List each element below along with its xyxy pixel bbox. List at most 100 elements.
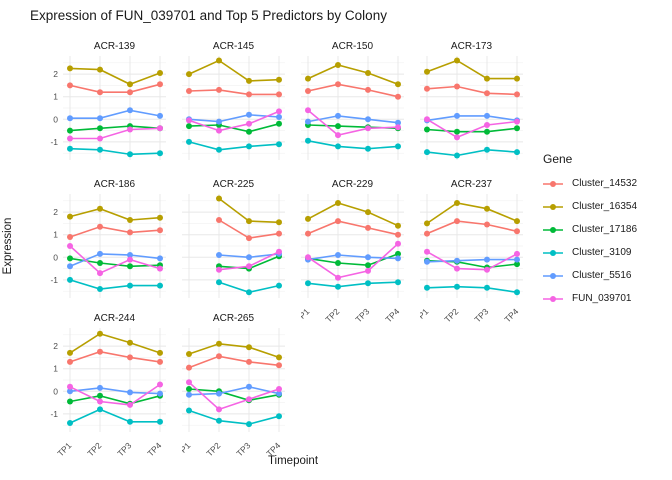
y-tick-label: -1 bbox=[50, 409, 58, 419]
series-point bbox=[365, 224, 371, 231]
series-point bbox=[67, 388, 73, 395]
series-point bbox=[186, 138, 192, 145]
series-point bbox=[305, 215, 311, 222]
series-point bbox=[97, 260, 103, 266]
y-tick-label: 2 bbox=[53, 341, 58, 351]
y-tick-label: -1 bbox=[50, 275, 58, 285]
series-point bbox=[186, 364, 192, 371]
series-point bbox=[454, 265, 460, 272]
series-point bbox=[127, 107, 133, 114]
series-point bbox=[216, 127, 222, 134]
series-Cluster_3109 bbox=[67, 406, 163, 426]
series-point bbox=[67, 349, 73, 356]
series-line bbox=[69, 67, 161, 86]
facet-ACR-145: ACR-145 bbox=[182, 40, 285, 169]
series-point bbox=[216, 266, 222, 273]
series-line bbox=[69, 332, 161, 354]
facet-label: ACR-265 bbox=[212, 313, 255, 324]
series-point bbox=[127, 401, 133, 408]
series-point bbox=[157, 265, 163, 272]
series-line bbox=[69, 125, 161, 132]
series-point bbox=[276, 141, 282, 148]
series-FUN_039701 bbox=[216, 248, 282, 273]
series-point bbox=[484, 221, 490, 228]
series-Cluster_16354 bbox=[305, 200, 401, 229]
series-point bbox=[127, 339, 133, 346]
legend-key-point bbox=[550, 203, 556, 210]
x-tick-label: TP1 bbox=[182, 440, 193, 458]
series-line bbox=[188, 113, 280, 123]
series-point bbox=[276, 354, 282, 361]
series-line bbox=[69, 207, 161, 221]
y-axis-title: Expression bbox=[2, 217, 14, 275]
series-line bbox=[188, 89, 279, 96]
series-point bbox=[157, 227, 163, 234]
y-tick-label: 0 bbox=[53, 386, 58, 396]
series-point bbox=[305, 230, 311, 237]
series-Cluster_3109 bbox=[305, 279, 401, 290]
legend-key-icon bbox=[543, 180, 563, 187]
series-point bbox=[454, 112, 460, 119]
series-point bbox=[97, 398, 103, 405]
series-point bbox=[157, 255, 163, 262]
legend-key-icon bbox=[543, 295, 563, 302]
legend-entries: Cluster_14532 Cluster_16354 Cluster_17186 C… bbox=[543, 177, 671, 305]
series-point bbox=[67, 420, 73, 426]
series-point bbox=[454, 128, 460, 135]
series-point bbox=[216, 279, 222, 286]
series-point bbox=[186, 88, 192, 94]
legend-entry-Cluster_14532: Cluster_14532 bbox=[543, 177, 671, 190]
series-Cluster_14532 bbox=[67, 348, 163, 365]
facet-label: ACR-229 bbox=[331, 179, 374, 190]
series-point bbox=[276, 413, 282, 420]
series-point bbox=[335, 200, 341, 206]
series-point bbox=[157, 381, 163, 388]
series-point bbox=[514, 289, 520, 296]
series-point bbox=[127, 282, 133, 289]
series-line bbox=[188, 141, 280, 151]
series-point bbox=[424, 85, 430, 92]
series-point bbox=[424, 68, 430, 75]
x-axis-title: Timepoint bbox=[267, 455, 319, 467]
series-Cluster_14532 bbox=[305, 81, 401, 100]
y-tick-label: 1 bbox=[53, 364, 58, 374]
facet-panel: 2 1 0 -1 bbox=[50, 56, 166, 160]
series-line bbox=[307, 253, 399, 267]
series-point bbox=[67, 135, 73, 142]
legend: Gene Cluster_14532 Cluster_16354 Cluster_1… bbox=[543, 152, 671, 315]
series-point bbox=[127, 89, 133, 96]
series-point bbox=[395, 222, 401, 229]
series-point bbox=[365, 116, 371, 123]
series-point bbox=[395, 119, 401, 126]
series-point bbox=[97, 348, 103, 355]
x-tick-label: TP3 bbox=[115, 440, 133, 458]
facet-ACR-229: ACR-229 TP1 TP2 TP3 TP4 bbox=[293, 178, 404, 341]
series-point bbox=[157, 214, 163, 221]
series-point bbox=[424, 126, 430, 133]
series-line bbox=[307, 220, 399, 236]
series-line bbox=[69, 387, 161, 395]
facet-panel bbox=[301, 56, 404, 160]
legend-entry-label: Cluster_14532 bbox=[572, 178, 638, 189]
series-point bbox=[454, 57, 460, 64]
series-line bbox=[426, 285, 518, 294]
series-point bbox=[395, 279, 401, 286]
series-point bbox=[157, 150, 163, 157]
series-point bbox=[157, 125, 163, 132]
series-point bbox=[246, 263, 252, 270]
series-point bbox=[514, 125, 520, 132]
series-Cluster_16354 bbox=[305, 62, 401, 88]
series-point bbox=[395, 255, 401, 262]
series-point bbox=[67, 276, 73, 283]
series-point bbox=[67, 243, 73, 249]
series-point bbox=[67, 263, 73, 270]
series-point bbox=[186, 407, 192, 414]
series-Cluster_16354 bbox=[216, 195, 282, 226]
legend-key-point bbox=[550, 272, 556, 279]
series-point bbox=[97, 125, 103, 132]
series-line bbox=[188, 355, 280, 369]
series-point bbox=[335, 283, 341, 290]
series-point bbox=[246, 254, 252, 261]
legend-entry-label: Cluster_5516 bbox=[572, 270, 632, 281]
legend-key-icon bbox=[543, 272, 563, 279]
